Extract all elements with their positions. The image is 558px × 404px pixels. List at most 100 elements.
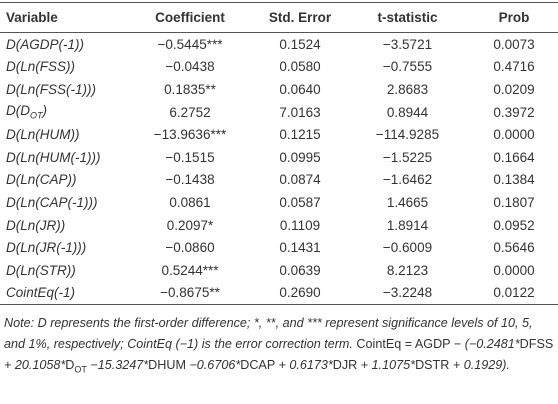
table-row: D(Ln(JR)) 0.2097* 0.1109 1.8914 0.0952	[0, 214, 558, 237]
cell-text: )	[42, 103, 48, 119]
note-text: DHUM	[148, 358, 186, 373]
value-cell: 0.1807	[493, 194, 535, 210]
table-row: D(Ln(STR)) 0.5244*** 0.0639 8.2123 0.0000	[0, 259, 558, 282]
value-cell: −13.9636***	[153, 127, 227, 143]
value-cell: 1.8914	[386, 217, 429, 233]
column-header: Coefficient	[125, 2, 255, 33]
value-cell: 0.0640	[279, 81, 321, 97]
cell-text: D(D	[6, 103, 30, 119]
subscript: OT	[30, 110, 43, 121]
value-cell: −0.0860	[165, 240, 215, 256]
value-cell: 0.1384	[493, 172, 535, 188]
value-cell: 0.0995	[279, 149, 321, 165]
note-text: DJR	[332, 358, 358, 373]
column-header: Prob	[470, 2, 558, 33]
variable-cell: D(Ln(JR(-1)))	[6, 240, 87, 256]
table-row: D(DOT) 6.2752 7.0163 0.8944 0.3972	[0, 101, 558, 124]
note-text: −15.3247*	[90, 358, 149, 373]
variable-cell: D(Ln(CAP))	[6, 172, 77, 188]
value-cell: 0.0122	[470, 281, 558, 306]
column-header: Std. Error	[255, 2, 345, 33]
column-header: t-statistic	[345, 2, 470, 33]
value-cell: 7.0163	[279, 104, 321, 120]
note-text: (−0.2481*	[464, 337, 520, 352]
value-cell: −1.5225	[382, 149, 433, 165]
table-row: D(Ln(FSS)) −0.0438 0.0580 −0.7555 0.4716	[0, 56, 558, 79]
table-note: Note: D represents the first-order diffe…	[0, 313, 558, 381]
note-text: + 0.6173*	[278, 358, 333, 373]
variable-cell: D(Ln(HUM))	[6, 127, 80, 143]
variable-cell: D(Ln(JR))	[6, 217, 66, 233]
value-cell: −114.9285	[375, 127, 440, 143]
value-cell: 1.4665	[386, 194, 429, 210]
column-header: Variable	[0, 2, 125, 33]
value-cell: 0.0580	[279, 59, 321, 75]
note-text: Note: D represents the first-order diffe…	[4, 316, 533, 352]
value-cell: 0.0000	[493, 127, 535, 143]
value-cell: −0.1438	[165, 172, 215, 188]
value-cell: −1.6462	[382, 172, 433, 188]
value-cell: 0.0952	[493, 217, 535, 233]
value-cell: −0.0438	[165, 59, 215, 75]
table-row: D(Ln(HUM(-1))) −0.1515 0.0995 −1.5225 0.1664	[0, 146, 558, 169]
value-cell: 6.2752	[169, 104, 211, 120]
value-cell: 0.1524	[279, 36, 321, 52]
table-row: D(Ln(CAP)) −0.1438 0.0874 −1.6462 0.1384	[0, 169, 558, 192]
variable-cell: D(Ln(FSS(-1)))	[6, 81, 96, 97]
table-body: D(AGDP(-1)) −0.5445*** 0.1524 −3.5721 0.0073…	[0, 33, 558, 306]
variable-cell: D(DOT)	[0, 101, 125, 124]
value-cell: −0.1515	[165, 149, 215, 165]
value-cell: 0.0874	[279, 172, 321, 188]
note-text: + 1.1075*	[360, 358, 416, 373]
value-cell: 0.1431	[279, 240, 321, 256]
variable-cell: D(Ln(FSS))	[6, 59, 76, 75]
value-cell: 0.4716	[493, 59, 535, 75]
value-cell: 0.0209	[493, 81, 535, 97]
note-text: DSTR	[415, 358, 450, 373]
table-row: D(AGDP(-1)) −0.5445*** 0.1524 −3.5721 0.0073	[0, 33, 558, 56]
value-cell: 0.2097*	[166, 217, 214, 233]
value-cell: 8.2123	[386, 262, 429, 278]
value-cell: 0.0587	[279, 194, 321, 210]
value-cell: −0.7555	[382, 59, 433, 75]
note-text: DCAP	[240, 358, 275, 373]
table-row: CointEq(-1) −0.8675** 0.2690 −3.2248 0.0122	[0, 281, 558, 306]
value-cell: 0.2690	[255, 281, 345, 306]
note-text: + 20.1058*	[4, 358, 66, 373]
value-cell: 0.8944	[386, 104, 429, 120]
value-cell: 0.0073	[493, 36, 535, 52]
value-cell: 2.8683	[386, 81, 429, 97]
table-row: D(Ln(HUM)) −13.9636*** 0.1215 −114.9285 0.00…	[0, 123, 558, 146]
value-cell: 0.1664	[493, 149, 535, 165]
variable-cell: D(Ln(CAP(-1)))	[6, 194, 98, 210]
note-text: CointEq = AGDP −	[356, 337, 462, 352]
value-cell: 0.1215	[279, 127, 321, 143]
value-cell: −3.2248	[345, 281, 470, 306]
value-cell: −0.5445***	[157, 36, 223, 52]
note-text: + 0.1929).	[452, 358, 510, 373]
value-cell: 0.0000	[493, 262, 535, 278]
table-row: D(Ln(CAP(-1))) 0.0861 0.0587 1.4665 0.1807	[0, 191, 558, 214]
note-text: D	[65, 358, 75, 373]
value-cell: −0.8675**	[125, 281, 255, 306]
value-cell: 0.5244***	[161, 262, 219, 278]
value-cell: 0.1835**	[164, 81, 216, 97]
table-row: D(Ln(FSS(-1))) 0.1835** 0.0640 2.8683 0.0209	[0, 78, 558, 101]
value-cell: −3.5721	[382, 36, 433, 52]
table-row: D(Ln(JR(-1))) −0.0860 0.1431 −0.6009 0.5646	[0, 236, 558, 259]
value-cell: 0.5646	[493, 240, 535, 256]
variable-cell: D(Ln(STR))	[6, 262, 76, 278]
note-text: −0.6706*	[189, 358, 241, 373]
note-text: DFSS	[519, 337, 554, 352]
value-cell: 0.3972	[493, 104, 535, 120]
value-cell: −0.6009	[382, 240, 433, 256]
header-row: Variable Coefficient Std. Error t-statistic…	[0, 2, 558, 33]
results-table: Variable Coefficient Std. Error t-statistic…	[0, 2, 558, 306]
variable-cell: D(Ln(HUM(-1)))	[6, 149, 101, 165]
variable-cell: CointEq(-1)	[0, 281, 125, 306]
value-cell: 0.1109	[279, 217, 321, 233]
note-subscript: OT	[74, 364, 87, 375]
value-cell: 0.0639	[279, 262, 321, 278]
value-cell: 0.0861	[169, 194, 211, 210]
